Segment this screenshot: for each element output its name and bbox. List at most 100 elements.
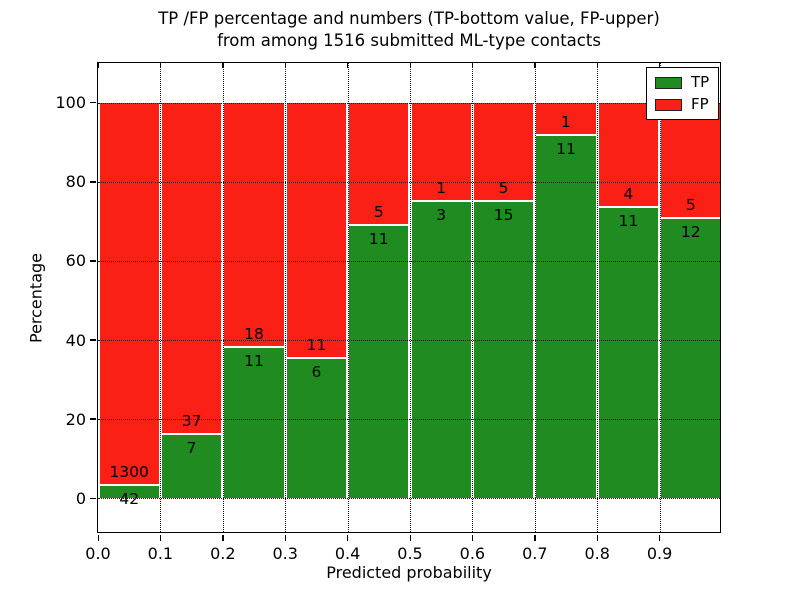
fp-color-swatch xyxy=(655,98,682,111)
x-tick-label: 0.8 xyxy=(584,544,610,563)
x-tick-label: 0.7 xyxy=(522,544,548,563)
bar-label-fp: 11 xyxy=(306,335,327,354)
bar-label-fp: 5 xyxy=(373,203,384,222)
y-tick-label: 60 xyxy=(65,251,86,271)
x-axis-label: Predicted probability xyxy=(326,563,492,582)
x-gridline xyxy=(285,63,287,532)
bar-segment-fp xyxy=(473,102,534,202)
bar-label-tp: 11 xyxy=(618,212,639,231)
bar-segment-tp xyxy=(99,485,159,499)
bar-label-tp: 11 xyxy=(244,352,264,371)
x-gridline xyxy=(410,63,411,532)
bar-label-tp: 6 xyxy=(311,362,322,381)
bar-label-fp: 1300 xyxy=(109,462,149,481)
bar-label-fp: 1 xyxy=(436,178,447,197)
tp-color-swatch xyxy=(655,76,682,89)
x-tick-label: 0.9 xyxy=(646,544,673,563)
bar-label-tp: 7 xyxy=(186,439,197,458)
x-tick xyxy=(159,535,162,541)
x-tick-label: 0.2 xyxy=(210,544,236,563)
legend-entry-fp: FP xyxy=(655,95,709,114)
y-gridline xyxy=(98,181,720,183)
bar-segment-fp xyxy=(99,102,159,486)
y-tick-label: 40 xyxy=(65,330,86,350)
y-gridline xyxy=(98,102,720,104)
y-tick-label: 0 xyxy=(75,488,86,508)
bar-segment-fp xyxy=(411,102,471,202)
y-tick-label: 20 xyxy=(65,409,86,429)
stacked-bar xyxy=(224,102,284,499)
x-tick xyxy=(659,535,661,541)
bar-segment-tp xyxy=(473,201,534,499)
y-tick xyxy=(90,339,96,341)
bar-label-tp: 11 xyxy=(556,139,576,158)
bar-segment-fp xyxy=(536,102,596,136)
y-tick xyxy=(90,260,96,262)
chart-title: TP /FP percentage and numbers (TP-bottom… xyxy=(97,8,721,52)
y-tick-label: 80 xyxy=(65,172,86,192)
x-tick-label: 0.4 xyxy=(334,544,361,563)
stacked-bar xyxy=(473,102,534,499)
stacked-bar xyxy=(536,102,596,499)
bar-segment-tp xyxy=(411,201,471,499)
x-gridline xyxy=(659,63,661,532)
bar-segment-tp xyxy=(661,218,721,499)
x-gridline xyxy=(472,63,474,532)
chart-title-line2: from among 1516 submitted ML-type contac… xyxy=(217,31,601,50)
bar-segment-fp xyxy=(286,102,347,359)
y-tick xyxy=(90,497,96,500)
y-tick-label: 100 xyxy=(55,93,86,113)
bar-label-fp: 5 xyxy=(498,178,509,197)
chart-title-line1: TP /FP percentage and numbers (TP-bottom… xyxy=(158,9,660,28)
y-tick xyxy=(90,180,96,183)
plot-area: Percentage Predicted probability TP FP 1… xyxy=(27,62,721,582)
stacked-bar xyxy=(598,102,659,499)
stacked-bar xyxy=(161,102,222,499)
stacked-bar xyxy=(411,102,471,499)
x-tick xyxy=(347,535,349,541)
bar-segment-tp xyxy=(161,435,222,499)
y-gridline xyxy=(98,498,720,500)
bar-segment-tp xyxy=(349,226,409,499)
stacked-bar xyxy=(99,102,159,499)
x-tick-label: 0.1 xyxy=(147,544,174,563)
bar-label-tp: 12 xyxy=(680,222,701,241)
x-tick xyxy=(534,535,536,541)
x-tick-label: 0.5 xyxy=(397,544,423,563)
bar-segment-fp xyxy=(598,102,659,209)
y-tick xyxy=(90,418,96,420)
x-gridline xyxy=(160,63,162,532)
y-gridline xyxy=(98,419,720,421)
bar-segment-fp xyxy=(224,102,284,349)
stacked-bar xyxy=(349,102,409,499)
bar-label-fp: 4 xyxy=(623,185,634,204)
y-axis-label: Percentage xyxy=(26,252,46,343)
bar-segment-fp xyxy=(161,102,222,436)
bar-label-tp: 42 xyxy=(119,489,140,508)
bar-segment-tp xyxy=(224,348,284,499)
bar-label-fp: 37 xyxy=(181,412,202,431)
y-gridline xyxy=(98,340,720,342)
x-tick-label: 0.3 xyxy=(272,544,298,563)
legend-label-tp: TP xyxy=(691,73,710,91)
bar-segment-fp xyxy=(661,102,721,219)
x-tick xyxy=(222,535,224,541)
x-tick-label: 0.6 xyxy=(459,544,486,563)
legend: TP FP xyxy=(646,67,720,120)
x-tick xyxy=(471,535,474,541)
x-tick xyxy=(284,535,287,541)
x-gridline xyxy=(222,63,224,532)
bar-label-fp: 5 xyxy=(685,195,696,214)
bar-label-tp: 11 xyxy=(368,230,389,249)
stacked-bar xyxy=(286,102,347,499)
bar-label-tp: 3 xyxy=(436,205,447,224)
x-tick-top xyxy=(97,63,99,68)
bar-segment-tp xyxy=(536,135,596,499)
x-gridline xyxy=(597,63,599,532)
bar-segment-tp xyxy=(286,358,347,499)
bar-segment-fp xyxy=(349,102,409,227)
x-gridline xyxy=(534,63,536,532)
x-tick-label: 0.0 xyxy=(85,544,111,563)
y-gridline xyxy=(98,260,720,262)
bar-label-fp: 18 xyxy=(244,325,264,344)
